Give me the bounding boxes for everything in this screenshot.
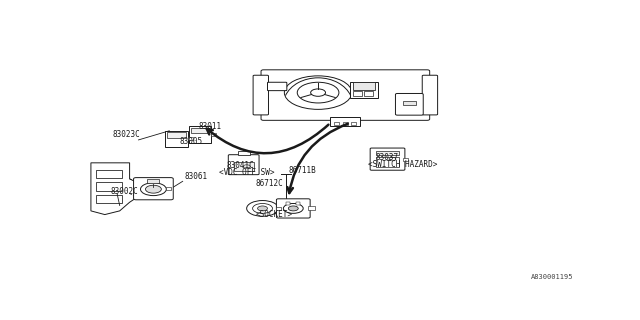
FancyBboxPatch shape xyxy=(253,75,269,115)
FancyBboxPatch shape xyxy=(422,75,438,115)
Bar xyxy=(330,116,360,126)
Bar xyxy=(353,92,362,96)
FancyBboxPatch shape xyxy=(165,131,188,147)
Bar xyxy=(147,179,159,183)
Bar xyxy=(343,122,348,125)
Bar xyxy=(296,202,300,205)
FancyBboxPatch shape xyxy=(228,155,259,175)
FancyBboxPatch shape xyxy=(276,199,310,218)
Text: A830001195: A830001195 xyxy=(531,274,573,280)
Text: 83002C: 83002C xyxy=(111,187,138,196)
Text: 83041C: 83041C xyxy=(227,161,254,170)
Circle shape xyxy=(284,204,303,213)
Text: 83005: 83005 xyxy=(179,137,202,146)
Text: 83023C: 83023C xyxy=(112,131,140,140)
Bar xyxy=(96,182,122,191)
Bar xyxy=(237,151,250,156)
Bar xyxy=(403,158,408,161)
FancyBboxPatch shape xyxy=(268,82,287,91)
Circle shape xyxy=(257,206,268,211)
Bar xyxy=(166,187,172,190)
FancyBboxPatch shape xyxy=(396,93,423,115)
Bar xyxy=(376,157,399,166)
Bar xyxy=(403,101,416,105)
Bar xyxy=(353,82,374,90)
Bar xyxy=(351,122,356,125)
Bar xyxy=(96,195,122,204)
FancyBboxPatch shape xyxy=(370,148,405,170)
FancyBboxPatch shape xyxy=(134,178,173,200)
Bar xyxy=(167,132,186,138)
Bar xyxy=(191,128,209,133)
Bar xyxy=(96,170,122,178)
Bar xyxy=(376,150,399,156)
Text: 83061: 83061 xyxy=(184,172,207,181)
Circle shape xyxy=(253,204,273,213)
Text: 83037: 83037 xyxy=(375,153,398,162)
FancyBboxPatch shape xyxy=(189,126,211,143)
Text: <VDC OFF SW>: <VDC OFF SW> xyxy=(219,168,275,177)
Circle shape xyxy=(145,185,161,193)
FancyBboxPatch shape xyxy=(261,70,429,120)
Circle shape xyxy=(246,201,278,216)
Bar xyxy=(234,162,253,172)
Bar xyxy=(211,133,216,136)
Text: 83011: 83011 xyxy=(198,122,221,131)
Polygon shape xyxy=(91,163,137,215)
Circle shape xyxy=(141,183,166,196)
Circle shape xyxy=(284,76,352,109)
Text: <SWITCH HAZARD>: <SWITCH HAZARD> xyxy=(367,161,437,170)
Bar xyxy=(188,138,193,140)
Bar xyxy=(364,92,372,96)
Circle shape xyxy=(288,206,298,211)
Text: <SOCKET>: <SOCKET> xyxy=(255,210,292,219)
Text: 86711B: 86711B xyxy=(288,166,316,175)
Bar xyxy=(335,122,339,125)
Text: 86712C: 86712C xyxy=(255,179,284,188)
Bar xyxy=(286,202,291,205)
Bar xyxy=(276,207,282,210)
Bar xyxy=(308,206,315,210)
Bar xyxy=(350,82,378,98)
